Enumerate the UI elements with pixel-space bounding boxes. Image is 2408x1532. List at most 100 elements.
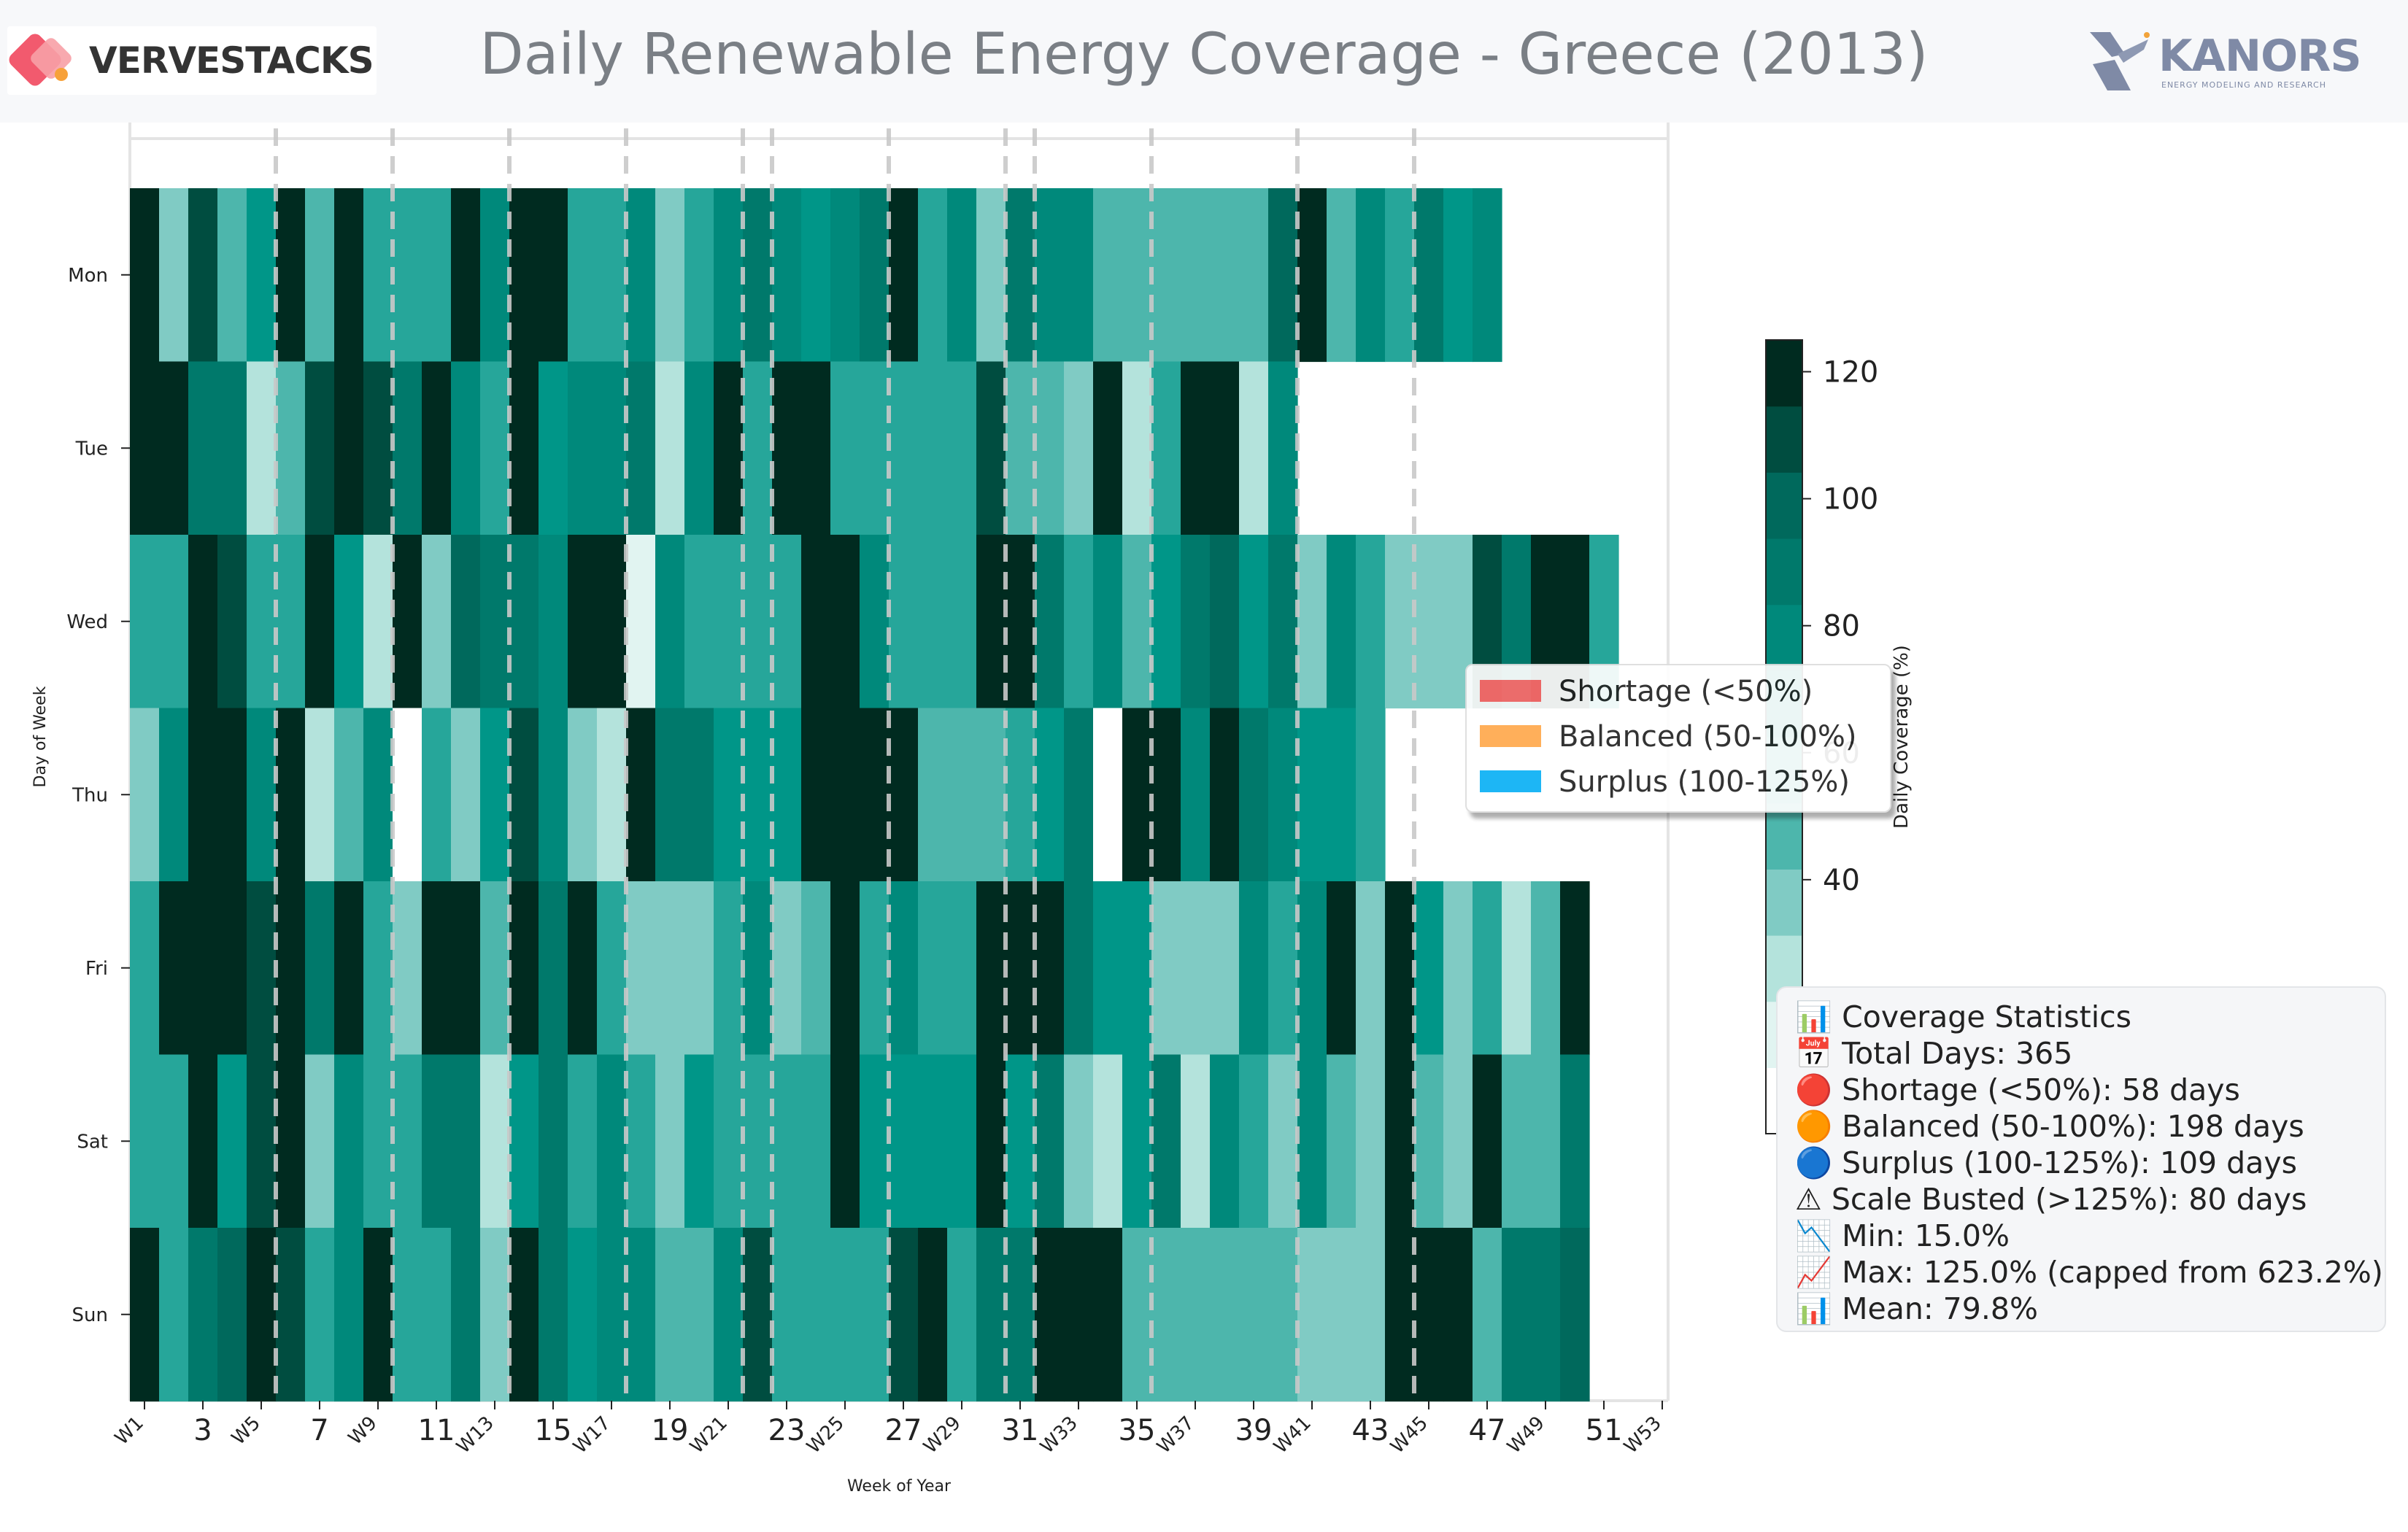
heatmap-cell bbox=[1297, 708, 1327, 882]
heatmap-cell bbox=[684, 188, 714, 363]
heatmap-cell bbox=[801, 1228, 831, 1402]
heatmap-cell bbox=[830, 881, 860, 1056]
heatmap-cell bbox=[1006, 1054, 1035, 1229]
heatmap-cell bbox=[568, 1228, 598, 1402]
heatmap-cell bbox=[626, 535, 656, 709]
heatmap-cell bbox=[1093, 1228, 1123, 1402]
heatmap-cell bbox=[422, 1054, 452, 1229]
chart-down-icon: 📉 bbox=[1795, 1218, 1833, 1253]
week-label: 39 bbox=[1235, 1414, 1273, 1447]
heatmap-cell bbox=[626, 1228, 656, 1402]
week-label: W9 bbox=[344, 1412, 382, 1450]
heatmap-cell bbox=[860, 535, 890, 709]
chart-up-icon: 📈 bbox=[1795, 1255, 1833, 1290]
heatmap-cell bbox=[334, 881, 364, 1056]
heatmap-cell bbox=[1064, 188, 1094, 363]
heatmap-cell bbox=[1181, 708, 1211, 882]
heatmap-cell bbox=[393, 1054, 422, 1229]
heatmap-cell bbox=[1268, 1054, 1298, 1229]
heatmap-cell bbox=[684, 535, 714, 709]
heatmap-cell bbox=[480, 361, 510, 535]
heatmap-cell bbox=[626, 1054, 656, 1229]
week-label: 51 bbox=[1586, 1414, 1623, 1447]
heatmap-cell bbox=[1356, 708, 1386, 882]
day-label: Thu bbox=[72, 784, 108, 806]
heatmap-cell bbox=[1064, 361, 1094, 535]
heatmap-cell bbox=[539, 1228, 568, 1402]
heatmap-cell bbox=[1327, 188, 1357, 363]
heatmap-cell bbox=[159, 1228, 189, 1402]
heatmap-cell bbox=[334, 1228, 364, 1402]
heatmap-cell bbox=[684, 361, 714, 535]
heatmap-cell bbox=[1122, 361, 1152, 535]
heatmap-cell bbox=[597, 881, 627, 1056]
heatmap-cell bbox=[188, 708, 218, 882]
heatmap-cell bbox=[1210, 1228, 1240, 1402]
heatmap-cell bbox=[1239, 361, 1269, 535]
heatmap-cell bbox=[247, 1228, 277, 1402]
heatmap-cell bbox=[159, 1054, 189, 1229]
heatmap-cell bbox=[363, 188, 393, 363]
heatmap-cell bbox=[1239, 1054, 1269, 1229]
calendar-icon: 📅 bbox=[1795, 1036, 1833, 1071]
heatmap-cell bbox=[509, 361, 539, 535]
heatmap-cell bbox=[509, 1228, 539, 1402]
heatmap-cell bbox=[626, 708, 656, 882]
heatmap-cell bbox=[1093, 188, 1123, 363]
colorbar-tick-label: 100 bbox=[1823, 483, 1878, 517]
heatmap-cell bbox=[626, 188, 656, 363]
heatmap-cell bbox=[597, 1054, 627, 1229]
week-label: W49 bbox=[1503, 1412, 1549, 1458]
heatmap-cell bbox=[947, 361, 977, 535]
heatmap-cell bbox=[1268, 708, 1298, 882]
heatmap-cell bbox=[918, 708, 948, 882]
day-label: Sun bbox=[72, 1304, 108, 1326]
heatmap-cell bbox=[1327, 535, 1357, 709]
heatmap-cell bbox=[597, 1228, 627, 1402]
heatmap-cell bbox=[597, 708, 627, 882]
legend-swatch bbox=[1480, 770, 1541, 792]
week-label: W1 bbox=[111, 1412, 148, 1450]
heatmap-cell bbox=[655, 1228, 685, 1402]
colorbar-tick-label: 120 bbox=[1823, 356, 1878, 390]
heatmap-cell bbox=[743, 361, 773, 535]
bar-chart-icon: 📊 bbox=[1795, 1291, 1833, 1326]
warning-icon: ⚠ bbox=[1795, 1182, 1822, 1217]
week-label: W13 bbox=[452, 1412, 498, 1458]
heatmap-cell bbox=[714, 708, 744, 882]
legend-swatch bbox=[1480, 725, 1541, 747]
orange-circle-icon: 🟠 bbox=[1795, 1109, 1833, 1144]
heatmap-cell bbox=[1035, 188, 1065, 363]
stats-line: 📅 Total Days: 365 bbox=[1795, 1036, 2073, 1071]
heatmap-cell bbox=[451, 535, 481, 709]
heatmap-cell bbox=[1239, 188, 1269, 363]
heatmap-cell bbox=[363, 1228, 393, 1402]
heatmap-cell bbox=[1443, 188, 1473, 363]
chart-title: Daily Renewable Energy Coverage - Greece… bbox=[479, 22, 1929, 88]
heatmap-cell bbox=[305, 1054, 335, 1229]
chart-icon: 📊 bbox=[1795, 999, 1833, 1034]
heatmap-cell bbox=[1151, 535, 1181, 709]
heatmap-cell bbox=[714, 361, 744, 535]
heatmap-cell bbox=[130, 708, 160, 882]
heatmap-cell bbox=[217, 881, 247, 1056]
heatmap-cell bbox=[217, 535, 247, 709]
heatmap-cell bbox=[130, 881, 160, 1056]
heatmap-cell bbox=[1006, 708, 1035, 882]
heatmap-cell bbox=[1327, 708, 1357, 882]
heatmap-cell bbox=[393, 535, 422, 709]
heatmap-cell bbox=[947, 881, 977, 1056]
stats-line: 📉 Min: 15.0% bbox=[1795, 1218, 2010, 1253]
week-label: 19 bbox=[652, 1414, 689, 1447]
heatmap-cell bbox=[1006, 1228, 1035, 1402]
colorbar-segment bbox=[1766, 802, 1802, 870]
heatmap-cell bbox=[1473, 188, 1502, 363]
heatmap-cell bbox=[393, 881, 422, 1056]
heatmap-cell bbox=[1356, 535, 1386, 709]
heatmap-cell bbox=[334, 708, 364, 882]
heatmap-cell bbox=[1327, 881, 1357, 1056]
heatmap-cell bbox=[976, 188, 1006, 363]
heatmap-cell bbox=[1473, 881, 1502, 1056]
heatmap-cell bbox=[568, 881, 598, 1056]
heatmap-cell bbox=[1035, 881, 1065, 1056]
